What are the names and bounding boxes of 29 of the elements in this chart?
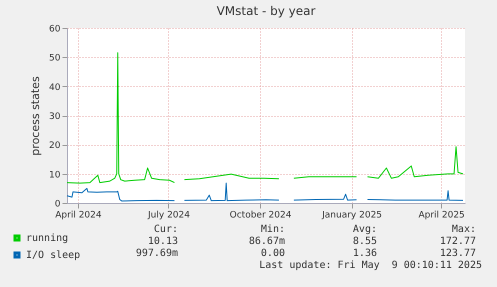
- legend-label: running: [26, 233, 68, 244]
- chart-title: VMstat - by year: [216, 4, 316, 18]
- text: 8.55: [352, 236, 377, 247]
- legend-label: I/O sleep: [26, 250, 80, 261]
- text: Min:: [260, 224, 285, 235]
- text: Cur:: [154, 224, 178, 235]
- text: 0.00: [260, 248, 285, 259]
- y-tick-label: 10: [49, 170, 61, 180]
- y-axis-title: process states: [29, 76, 42, 156]
- y-tick-label: 20: [49, 141, 61, 152]
- x-tick-label: October 2024: [230, 210, 292, 220]
- text: Last update: Fri May 9 00:10:11 2025: [259, 260, 482, 271]
- y-tick-label: 0: [54, 200, 61, 210]
- text: 997.69m: [136, 248, 178, 259]
- text: 172.77: [440, 236, 476, 247]
- text: 123.77: [440, 248, 476, 259]
- text: 1.36: [352, 248, 377, 259]
- y-tick-label: 30: [49, 112, 61, 122]
- x-tick-label: July 2024: [147, 210, 190, 220]
- text: 86.67m: [248, 236, 285, 247]
- x-tick-label: January 2025: [321, 210, 382, 220]
- x-tick-label: April 2025: [418, 210, 465, 220]
- y-tick-label: 50: [49, 54, 61, 64]
- text: Max:: [452, 224, 476, 235]
- y-tick-label: 60: [49, 24, 61, 34]
- text: Avg:: [352, 224, 377, 235]
- text: 10.13: [148, 236, 178, 247]
- x-tick-label: April 2024: [55, 210, 102, 220]
- y-tick-label: 40: [49, 82, 61, 93]
